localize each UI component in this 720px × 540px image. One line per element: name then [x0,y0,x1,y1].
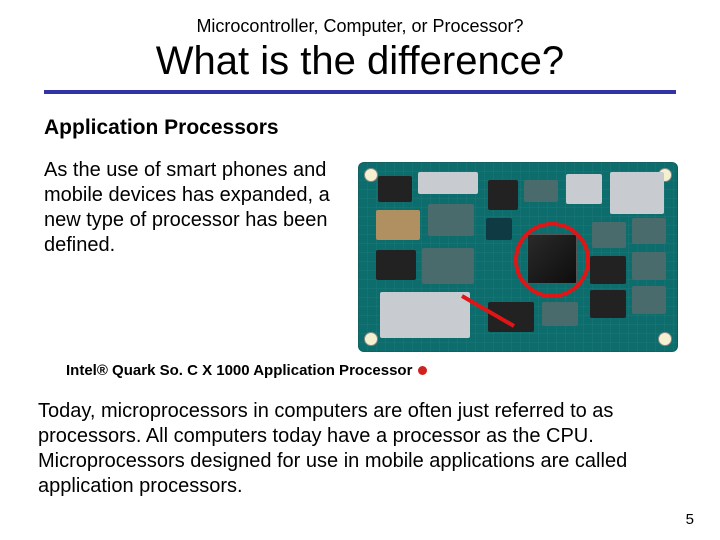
section-heading: Application Processors [44,116,692,140]
slide: Microcontroller, Computer, or Processor?… [0,0,720,540]
slide-subtitle: Microcontroller, Computer, or Processor? [28,16,692,37]
title-rule [44,90,676,94]
board-figure [344,158,692,352]
callout-circle-icon [514,222,590,298]
body-paragraph: Today, microprocessors in computers are … [38,399,682,499]
intro-paragraph: As the use of smart phones and mobile de… [44,158,344,352]
figure-caption: Intel® Quark So. C X 1000 Application Pr… [66,362,412,379]
caption-dot-icon [418,366,427,375]
circuit-board-image [358,162,678,352]
page-number: 5 [686,511,694,528]
slide-title: What is the difference? [28,39,692,84]
content-row: As the use of smart phones and mobile de… [44,158,692,352]
figure-caption-row: Intel® Quark So. C X 1000 Application Pr… [66,362,692,379]
